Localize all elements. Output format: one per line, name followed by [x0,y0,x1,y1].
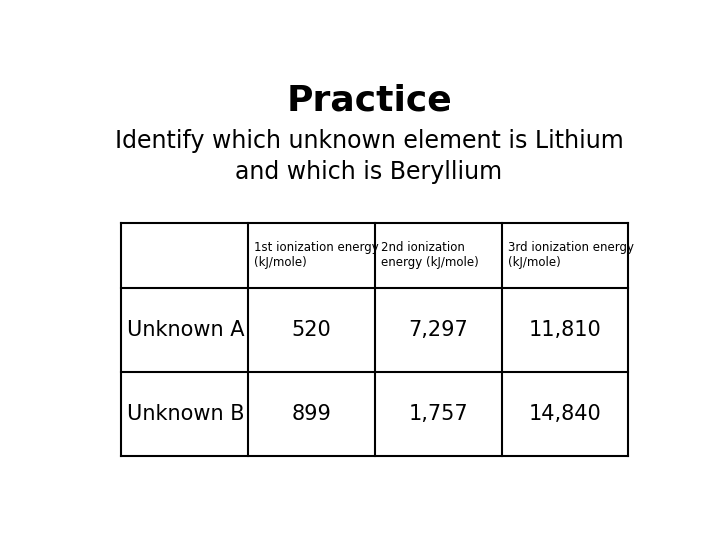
Text: 520: 520 [291,320,331,340]
Text: Unknown A: Unknown A [127,320,245,340]
Text: 7,297: 7,297 [408,320,468,340]
Text: 11,810: 11,810 [528,320,601,340]
Text: Practice: Practice [286,84,452,118]
Text: 1,757: 1,757 [408,404,468,424]
Text: 14,840: 14,840 [528,404,601,424]
Text: Unknown B: Unknown B [127,404,245,424]
Text: 1st ionization energy
(kJ/mole): 1st ionization energy (kJ/mole) [254,241,379,269]
Text: 2nd ionization
energy (kJ/mole): 2nd ionization energy (kJ/mole) [382,241,479,269]
Text: Identify which unknown element is Lithium
and which is Beryllium: Identify which unknown element is Lithiu… [114,129,624,184]
Text: 3rd ionization energy
(kJ/mole): 3rd ionization energy (kJ/mole) [508,241,634,269]
Text: 899: 899 [291,404,331,424]
